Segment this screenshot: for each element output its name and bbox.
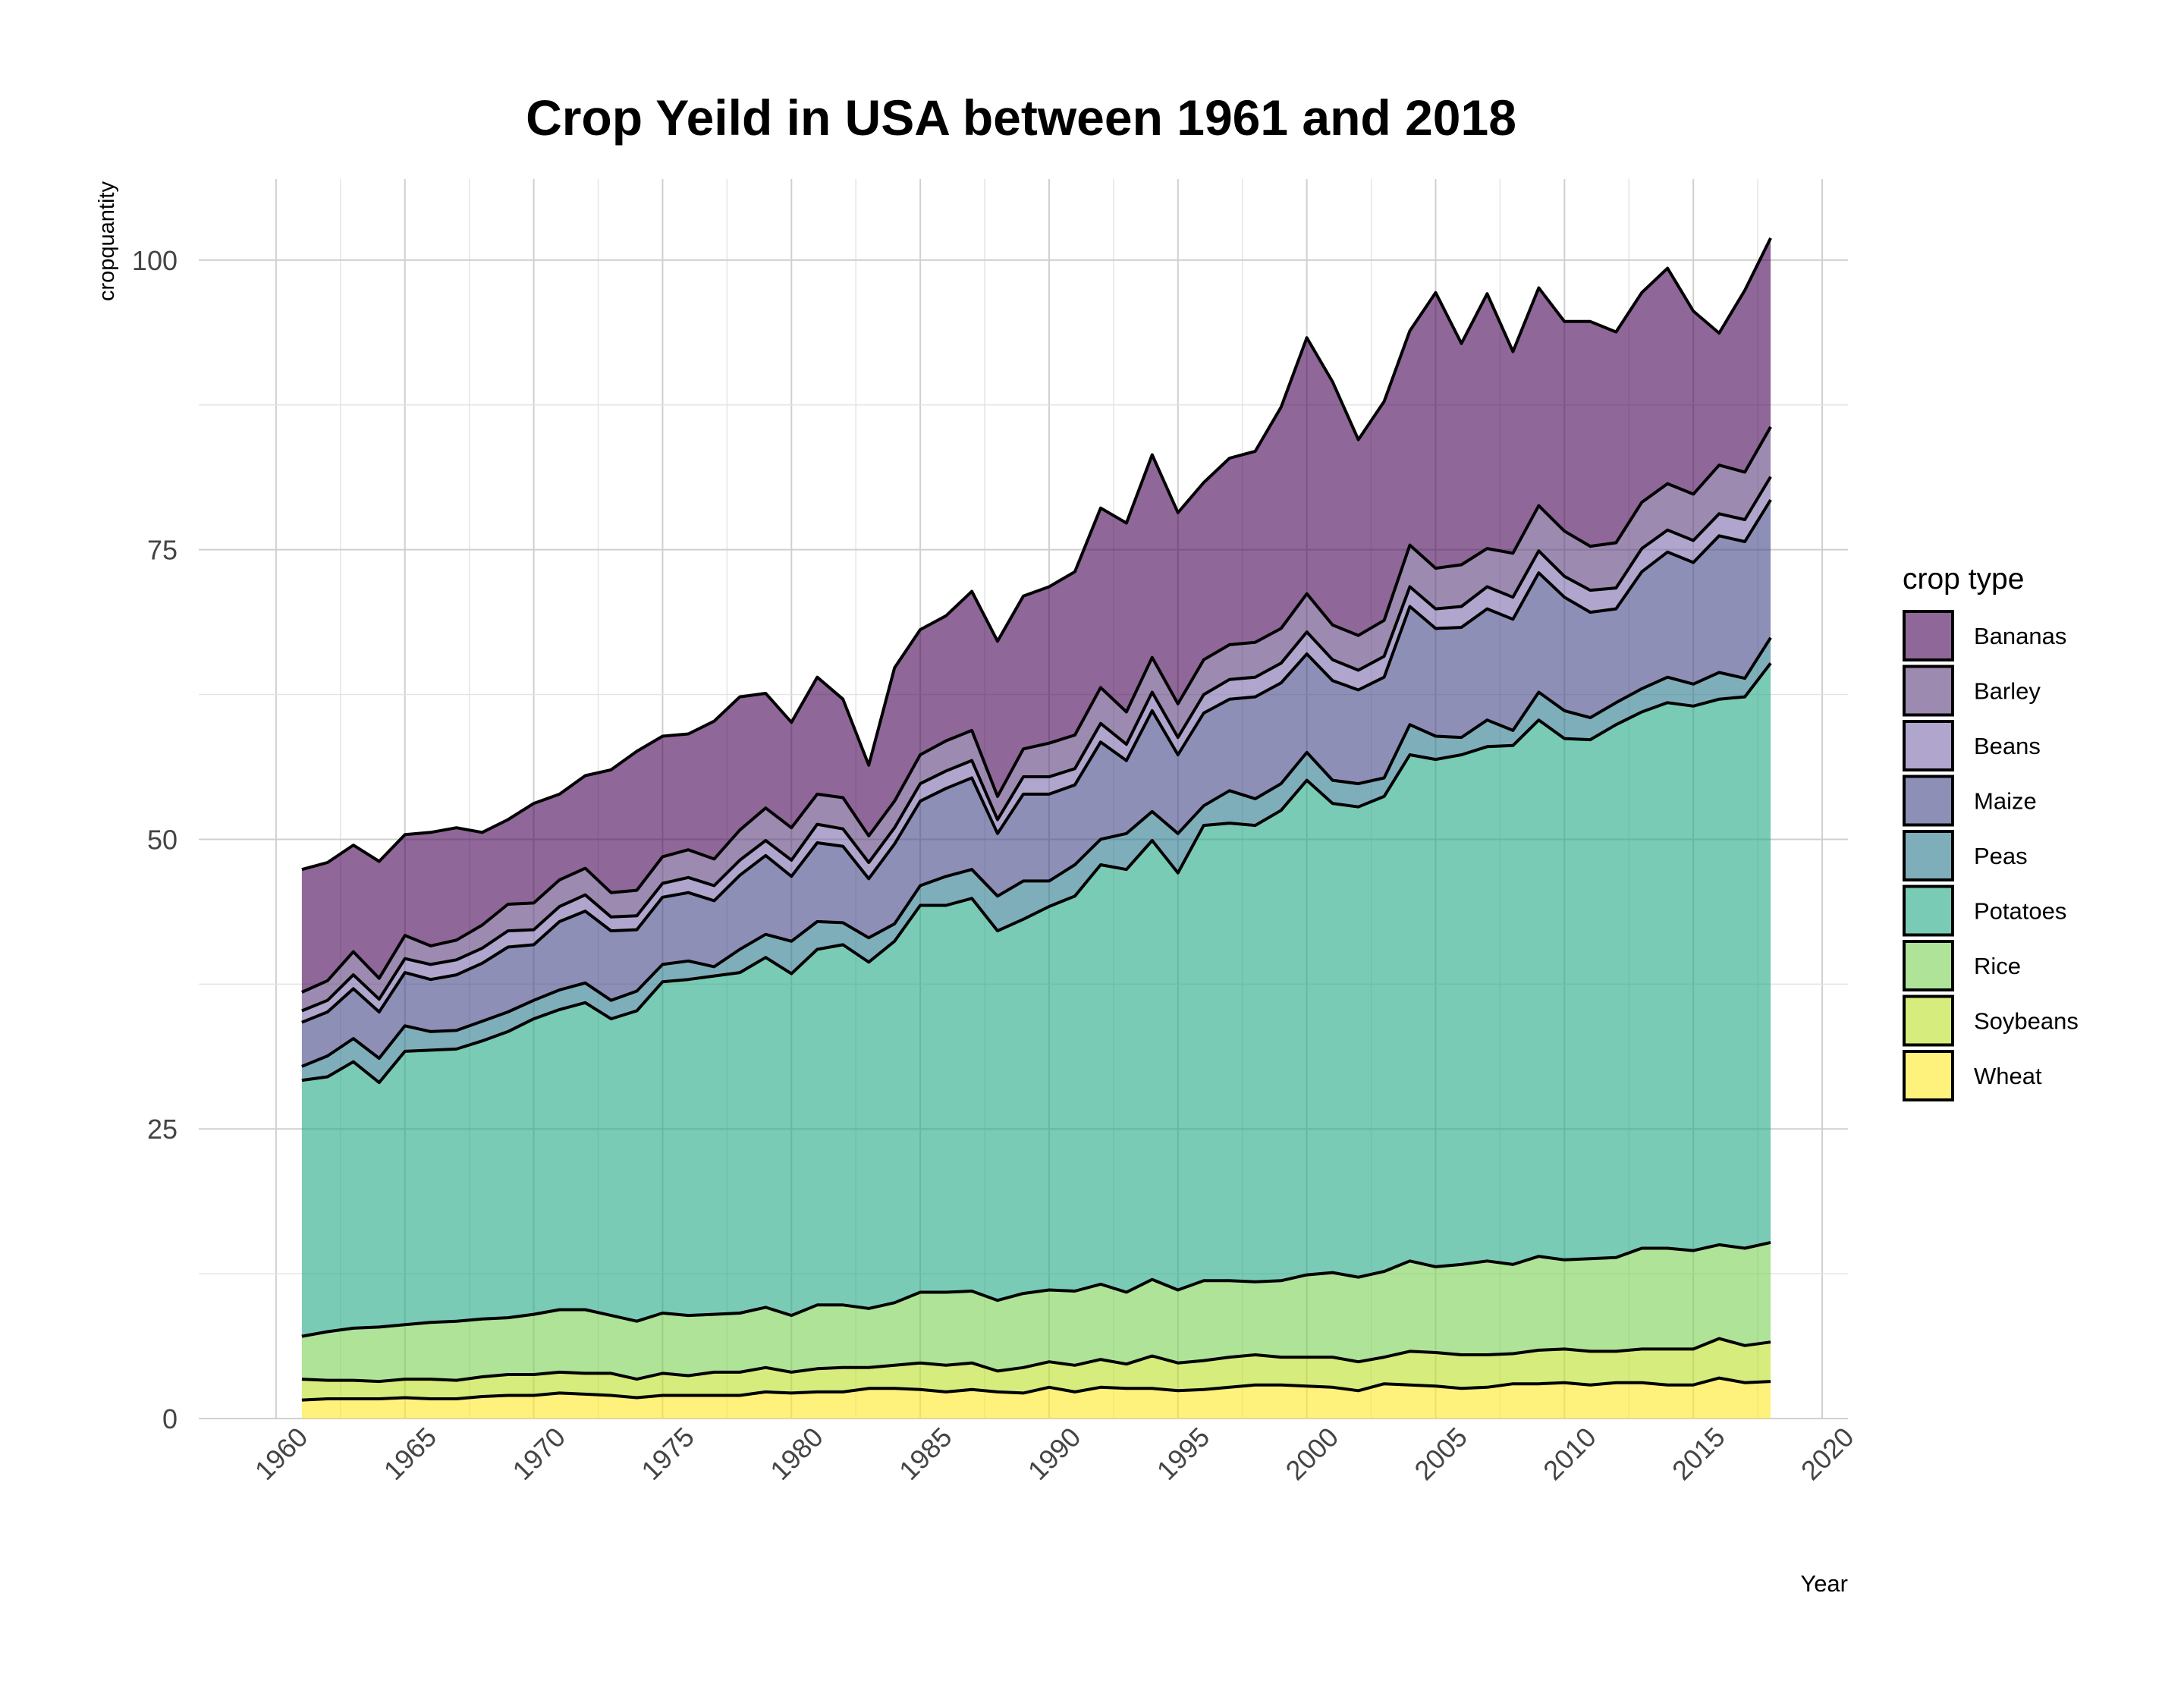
line-wheat: [301, 1376, 1771, 1402]
legend-label-potatoes: Potatoes: [1974, 898, 2066, 925]
legend-label-wheat: Wheat: [1974, 1063, 2042, 1089]
legend-title: crop type: [1903, 563, 2024, 595]
legend-swatch-beans: [1903, 720, 1954, 771]
line-rice: [301, 1240, 1771, 1338]
y-tick-label: 0: [162, 1403, 178, 1434]
legend-label-rice: Rice: [1974, 953, 2021, 979]
area-outlines: [301, 237, 1772, 1402]
area-wheat: [301, 1378, 1771, 1419]
legend-swatch-rice: [1903, 940, 1954, 991]
x-axis-label: Year: [1800, 1570, 1848, 1597]
line-peas: [301, 636, 1772, 1068]
y-axis-label: cropquantity: [95, 181, 119, 301]
y-tick-label: 50: [147, 824, 178, 855]
y-tick-label: 75: [147, 535, 178, 566]
area-bananas: [301, 237, 1771, 992]
legend-swatch-soybeans: [1903, 994, 1954, 1047]
area-barley: [301, 426, 1771, 1011]
legend-swatch-bananas: [1903, 610, 1954, 661]
legend-swatch-barley: [1903, 665, 1954, 717]
area-rice: [301, 1242, 1771, 1382]
legend: crop type Bananas Barley Beans Maize Peas Pot…: [1903, 563, 2079, 1101]
legend-swatch-peas: [1903, 830, 1954, 881]
line-beans: [301, 476, 1772, 1013]
chart-title: Crop Yeild in USA between 1961 and 2018: [526, 90, 1516, 146]
area-maize: [301, 500, 1771, 1067]
line-maize: [301, 498, 1772, 1024]
line-soybeans: [301, 1337, 1771, 1384]
y-tick-label: 25: [147, 1114, 178, 1145]
area-beans: [301, 476, 1771, 1023]
line-bananas: [301, 237, 1772, 872]
legend-label-peas: Peas: [1974, 843, 2028, 869]
area-potatoes: [301, 663, 1771, 1337]
legend-label-barley: Barley: [1974, 678, 2041, 705]
legend-label-soybeans: Soybeans: [1974, 1008, 2079, 1035]
legend-label-maize: Maize: [1974, 788, 2037, 815]
line-barley: [301, 426, 1772, 994]
legend-swatch-wheat: [1903, 1050, 1954, 1101]
line-potatoes: [301, 662, 1772, 1085]
legend-swatch-maize: [1903, 775, 1954, 827]
legend-swatch-potatoes: [1903, 884, 1954, 937]
legend-label-bananas: Bananas: [1974, 623, 2066, 649]
legend-label-beans: Beans: [1974, 733, 2041, 759]
area-peas: [301, 637, 1771, 1083]
y-tick-label: 100: [132, 245, 178, 276]
